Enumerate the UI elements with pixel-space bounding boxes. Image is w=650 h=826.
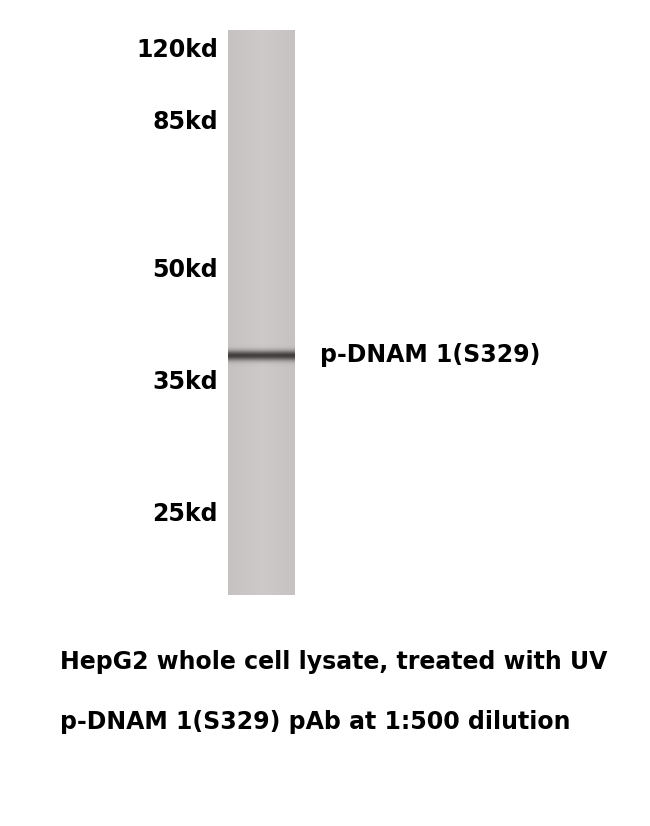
Text: 120kd: 120kd (136, 38, 218, 62)
Text: 35kd: 35kd (152, 370, 218, 394)
Text: HepG2 whole cell lysate, treated with UV: HepG2 whole cell lysate, treated with UV (60, 650, 607, 674)
Text: 85kd: 85kd (152, 110, 218, 134)
Text: p-DNAM 1(S329): p-DNAM 1(S329) (320, 343, 540, 367)
Text: 25kd: 25kd (153, 502, 218, 526)
Text: 50kd: 50kd (152, 258, 218, 282)
Text: p-DNAM 1(S329) pAb at 1:500 dilution: p-DNAM 1(S329) pAb at 1:500 dilution (60, 710, 571, 734)
